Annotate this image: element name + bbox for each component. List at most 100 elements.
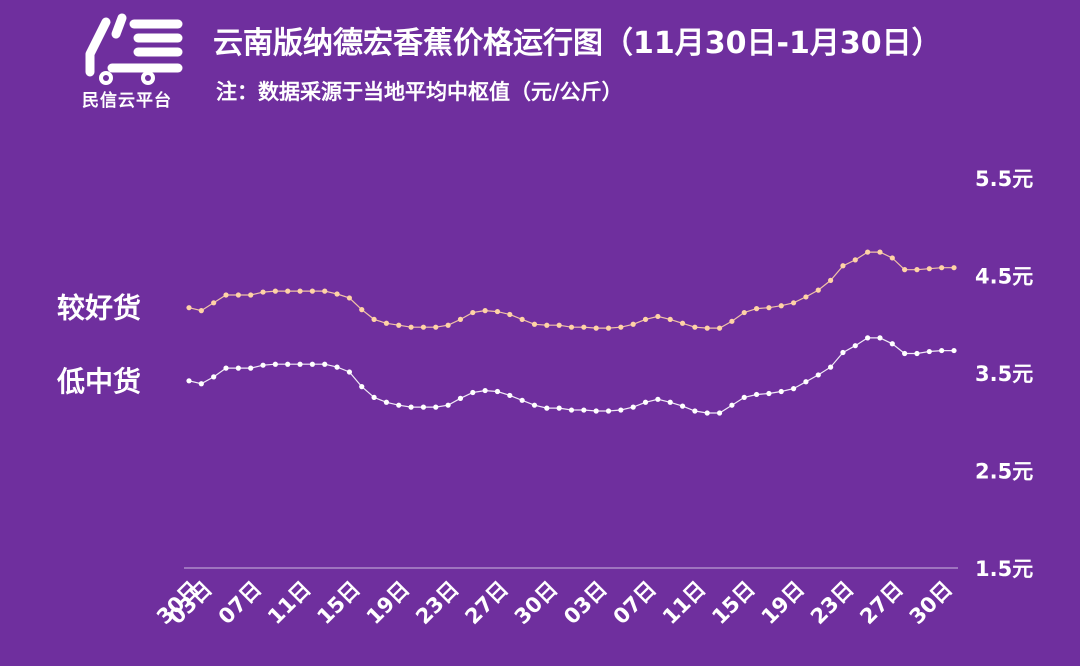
- data-point: [803, 379, 809, 385]
- series-label: 较好货: [57, 292, 141, 325]
- truck-logo-icon: [85, 13, 183, 85]
- data-point: [852, 257, 858, 263]
- data-point: [618, 324, 624, 330]
- data-point: [396, 322, 402, 328]
- data-point: [914, 350, 920, 357]
- data-point: [667, 316, 673, 322]
- data-point: [865, 249, 871, 255]
- data-point: [383, 399, 390, 405]
- data-point: [630, 321, 636, 327]
- data-point: [457, 316, 464, 322]
- data-point: [211, 300, 217, 306]
- data-point: [235, 292, 241, 298]
- data-point: [716, 410, 723, 416]
- data-point: [198, 381, 204, 387]
- data-point: [272, 361, 278, 367]
- x-tick-label: 07日: [214, 577, 266, 629]
- data-point: [655, 396, 661, 402]
- data-point: [581, 407, 587, 413]
- data-point: [235, 365, 241, 371]
- data-point: [605, 325, 612, 331]
- data-point: [840, 349, 846, 356]
- data-point: [914, 267, 920, 273]
- data-point: [753, 306, 760, 312]
- data-point: [322, 361, 328, 367]
- data-point: [260, 289, 266, 295]
- x-tick-label: 19日: [757, 577, 809, 629]
- data-point: [371, 394, 377, 400]
- data-point: [692, 324, 698, 330]
- y-tick-label: 2.5元: [975, 460, 1033, 484]
- data-point: [322, 288, 328, 294]
- data-point: [926, 266, 932, 272]
- y-tick-label: 5.5元: [975, 167, 1033, 191]
- data-point: [704, 410, 710, 416]
- data-point: [778, 303, 784, 309]
- data-point: [877, 249, 883, 255]
- data-point: [593, 408, 599, 414]
- data-point: [828, 364, 834, 370]
- data-point: [223, 365, 229, 371]
- data-point: [494, 308, 501, 315]
- y-tick-label: 1.5元: [975, 557, 1033, 581]
- data-point: [593, 325, 599, 331]
- data-point: [605, 408, 612, 414]
- data-point: [556, 322, 562, 328]
- data-point: [630, 404, 636, 410]
- chart-subtitle: 注：数据采源于当地平均中枢值（元/公斤）: [216, 80, 623, 104]
- x-tick-label: 23日: [806, 577, 858, 629]
- data-point: [297, 361, 303, 367]
- data-point: [519, 397, 525, 403]
- data-point: [939, 347, 945, 354]
- data-point: [581, 324, 587, 330]
- data-point: [939, 265, 945, 271]
- data-point: [679, 320, 686, 326]
- data-point: [297, 288, 303, 294]
- data-point: [729, 318, 735, 324]
- data-point: [716, 325, 723, 331]
- data-point: [790, 300, 797, 306]
- series-line-0: [188, 251, 954, 329]
- data-point: [704, 325, 710, 331]
- data-point: [889, 341, 895, 347]
- data-point: [729, 402, 735, 408]
- data-point: [902, 267, 908, 273]
- data-point: [679, 403, 686, 409]
- data-point: [346, 369, 353, 375]
- data-point: [359, 384, 365, 390]
- data-point: [803, 294, 809, 300]
- y-tick-label: 3.5元: [975, 362, 1033, 386]
- data-point: [198, 308, 204, 314]
- data-point: [642, 316, 649, 322]
- data-point: [556, 405, 562, 411]
- data-point: [642, 399, 649, 405]
- data-point: [445, 322, 451, 328]
- x-tick-label: 27日: [461, 577, 513, 629]
- data-point: [507, 311, 513, 318]
- data-point: [248, 292, 254, 298]
- data-point: [359, 307, 365, 313]
- data-point: [531, 402, 538, 408]
- data-point: [211, 374, 217, 380]
- data-point: [507, 392, 513, 399]
- data-point: [420, 324, 427, 330]
- data-point: [334, 291, 340, 297]
- x-tick-label: 19日: [362, 577, 414, 629]
- data-point: [741, 394, 747, 400]
- x-tick-label: 15日: [707, 577, 759, 629]
- data-point: [433, 324, 439, 330]
- data-point: [766, 305, 772, 311]
- logo-text: 民信云平台: [82, 91, 172, 111]
- x-tick-label: 30日: [510, 577, 562, 629]
- data-point: [408, 404, 414, 410]
- data-point: [285, 361, 291, 367]
- data-point: [951, 347, 957, 354]
- data-point: [778, 388, 784, 395]
- data-point: [667, 399, 673, 405]
- series-line-1: [188, 337, 954, 414]
- data-point: [346, 295, 353, 301]
- series-label: 低中货: [56, 365, 141, 398]
- data-point: [248, 365, 254, 371]
- data-point: [383, 320, 390, 326]
